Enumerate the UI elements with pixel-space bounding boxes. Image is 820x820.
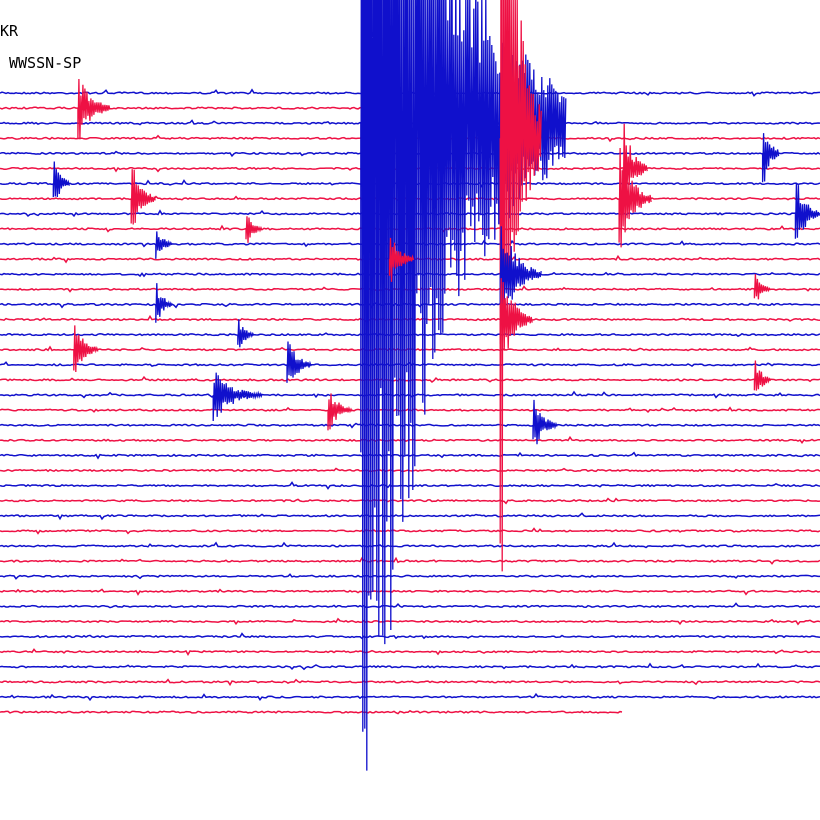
trace-line bbox=[0, 435, 820, 444]
event-waveform bbox=[73, 325, 99, 373]
trace-line bbox=[0, 573, 820, 580]
event-waveform bbox=[52, 161, 70, 198]
event-waveform bbox=[499, 278, 533, 356]
trace-line bbox=[0, 588, 820, 596]
trace-line bbox=[0, 556, 820, 565]
trace-line bbox=[0, 406, 820, 413]
trace-line bbox=[0, 512, 820, 521]
trace-line bbox=[0, 345, 820, 352]
instrument-label: WWSSN-SP bbox=[9, 54, 82, 72]
event-waveform bbox=[155, 231, 173, 259]
trace-line bbox=[0, 361, 820, 368]
event-waveform bbox=[622, 123, 648, 215]
event-waveform bbox=[794, 183, 820, 239]
event-waveform bbox=[155, 283, 173, 323]
trace-line bbox=[0, 648, 820, 657]
trace-line bbox=[0, 481, 820, 490]
trace-line bbox=[0, 662, 820, 671]
event-waveform bbox=[618, 147, 652, 248]
trace-line bbox=[0, 632, 820, 640]
event-waveform bbox=[327, 393, 353, 431]
trace-line bbox=[0, 527, 820, 535]
event-waveform bbox=[388, 237, 415, 282]
trace-line bbox=[0, 709, 623, 715]
event-waveform bbox=[761, 133, 780, 183]
trace-line bbox=[0, 617, 820, 626]
event-waveform bbox=[753, 360, 771, 391]
trace-line bbox=[0, 497, 820, 505]
station-label: KR bbox=[0, 22, 19, 40]
trace-line bbox=[0, 390, 820, 399]
trace-line bbox=[0, 467, 820, 473]
event-waveform bbox=[753, 274, 771, 300]
trace-line bbox=[0, 678, 820, 687]
event-waveform bbox=[130, 169, 156, 225]
event-waveform bbox=[499, 226, 542, 304]
trace-line bbox=[0, 451, 820, 460]
trace-line bbox=[0, 422, 820, 429]
event-waveform bbox=[77, 78, 111, 140]
event-waveform bbox=[286, 341, 312, 383]
trace-line bbox=[0, 375, 820, 383]
event-waveform bbox=[245, 216, 263, 243]
trace-line bbox=[0, 602, 820, 609]
trace-line bbox=[0, 692, 820, 702]
trace-line bbox=[0, 541, 820, 549]
event-waveform bbox=[532, 399, 558, 445]
trace-line bbox=[0, 106, 373, 112]
event-waveform bbox=[212, 372, 263, 422]
event-waveform bbox=[237, 319, 255, 348]
